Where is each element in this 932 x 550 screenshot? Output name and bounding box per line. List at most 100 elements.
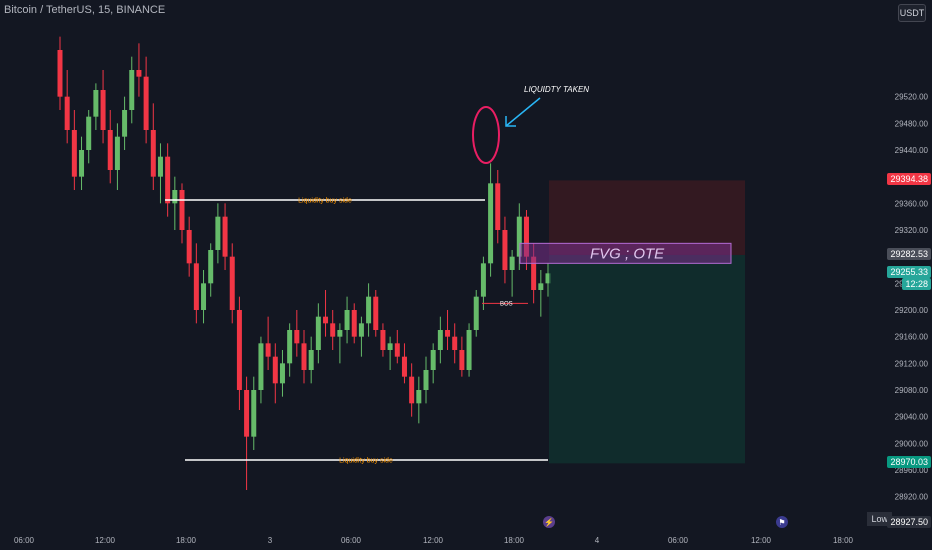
y-tick-label: 29120.00 bbox=[895, 359, 929, 368]
x-tick-label: 4 bbox=[595, 536, 600, 545]
x-tick-label: 18:00 bbox=[833, 536, 854, 545]
candle-body bbox=[373, 296, 379, 330]
candle-body bbox=[100, 90, 106, 130]
candle-body bbox=[480, 263, 486, 297]
x-tick-label: 12:00 bbox=[95, 536, 116, 545]
candle-body bbox=[150, 130, 156, 177]
candle-body bbox=[366, 296, 372, 324]
candle-body bbox=[122, 110, 128, 137]
stop-price-tag: 29394.38 bbox=[887, 173, 931, 186]
candle-body bbox=[315, 316, 321, 350]
candle-body bbox=[136, 70, 142, 77]
candle-body bbox=[502, 230, 508, 270]
liquidity-top-label: Liquidity buy side bbox=[298, 198, 352, 205]
candle-body bbox=[301, 343, 307, 370]
y-tick-label: 28960.00 bbox=[895, 466, 929, 475]
candle-body bbox=[445, 330, 451, 337]
x-tick-label: 06:00 bbox=[341, 536, 362, 545]
candle-body bbox=[294, 330, 300, 344]
candle-body bbox=[459, 350, 465, 370]
target-price-tag: 28970.03 bbox=[887, 456, 931, 469]
candle-body bbox=[466, 330, 472, 370]
arrow-line bbox=[505, 97, 541, 127]
candle-body bbox=[358, 323, 364, 337]
candle-body bbox=[79, 150, 85, 177]
x-tick-label: 06:00 bbox=[14, 536, 35, 545]
x-tick-label: 06:00 bbox=[668, 536, 689, 545]
flag-icon-glyph: ⚑ bbox=[778, 518, 785, 527]
current-price-tag: 29255.33 bbox=[887, 266, 931, 279]
candle-body bbox=[387, 343, 393, 350]
y-tick-label: 29520.00 bbox=[895, 93, 929, 102]
candle-body bbox=[545, 273, 551, 284]
candle-body bbox=[236, 310, 242, 390]
candle-body bbox=[172, 190, 178, 204]
flag-icon[interactable] bbox=[776, 516, 788, 528]
candle-body bbox=[143, 76, 149, 130]
candle-body bbox=[279, 363, 285, 384]
chart-title: Bitcoin / TetherUS, 15, BINANCE bbox=[4, 4, 166, 16]
candle-body bbox=[86, 116, 92, 150]
candle-body bbox=[165, 156, 171, 204]
candle-body bbox=[516, 216, 522, 257]
candle-body bbox=[416, 390, 422, 404]
y-tick-label: 29000.00 bbox=[895, 439, 929, 448]
candle-body bbox=[222, 216, 228, 257]
candle-body bbox=[193, 263, 199, 310]
y-tick-label: 29160.00 bbox=[895, 333, 929, 342]
take-profit-zone[interactable] bbox=[549, 254, 745, 464]
fvg-label: FVG ; OTE bbox=[590, 245, 665, 262]
x-tick-label: 12:00 bbox=[423, 536, 444, 545]
candle-body bbox=[57, 50, 63, 97]
candle-body bbox=[107, 130, 113, 170]
candle-body bbox=[265, 343, 271, 357]
candle-body bbox=[157, 156, 163, 177]
candle-body bbox=[208, 250, 214, 284]
candle-body bbox=[488, 183, 494, 264]
candle-body bbox=[423, 370, 429, 390]
candle-body bbox=[114, 136, 120, 170]
candles-layer bbox=[57, 36, 551, 490]
candle-body bbox=[523, 216, 529, 257]
x-tick-label: 3 bbox=[268, 536, 273, 545]
candle-body bbox=[452, 336, 458, 350]
candle-body bbox=[323, 316, 329, 324]
candle-body bbox=[351, 310, 357, 337]
stop-loss-zone[interactable] bbox=[549, 180, 745, 255]
liquidity-bottom-label: Liquidity buy side bbox=[339, 458, 393, 465]
candle-body bbox=[430, 350, 436, 370]
low-label: Low bbox=[867, 512, 892, 526]
candle-body bbox=[380, 330, 386, 350]
candle-body bbox=[93, 90, 99, 117]
y-tick-label: 29320.00 bbox=[895, 226, 929, 235]
candle-body bbox=[215, 216, 221, 250]
fvg-box[interactable] bbox=[519, 242, 732, 264]
x-tick-label: 18:00 bbox=[176, 536, 197, 545]
y-tick-label: 28920.00 bbox=[895, 493, 929, 502]
candle-body bbox=[344, 310, 350, 330]
candle-body bbox=[201, 283, 207, 310]
currency-button[interactable]: USDT bbox=[898, 4, 926, 22]
candle-body bbox=[129, 70, 135, 110]
candle-body bbox=[186, 230, 192, 264]
candle-body bbox=[401, 356, 407, 377]
candle-body bbox=[71, 130, 77, 177]
candle-body bbox=[495, 183, 501, 230]
y-tick-label: 29040.00 bbox=[895, 413, 929, 422]
liquidity-taken-circle[interactable] bbox=[472, 106, 500, 164]
flash-icon[interactable] bbox=[543, 516, 555, 528]
candle-body bbox=[509, 256, 515, 270]
candle-body bbox=[287, 330, 293, 364]
candle-body bbox=[179, 190, 185, 230]
liquidity-taken-label: LIQUIDTY TAKEN bbox=[524, 85, 589, 94]
price-axis[interactable]: 29520.0029480.0029440.0029400.0029360.00… bbox=[895, 93, 929, 502]
candle-body bbox=[473, 296, 479, 330]
candle-body bbox=[244, 390, 250, 437]
candle-body bbox=[272, 356, 278, 384]
time-axis[interactable]: 06:00 12:00 18:00 3 06:00 12:00 18:00 4 06:00 12:… bbox=[14, 536, 854, 545]
candle-body bbox=[531, 256, 537, 290]
candle-body bbox=[251, 390, 257, 437]
arrow-head-icon bbox=[505, 116, 516, 127]
candle-body bbox=[258, 343, 264, 390]
